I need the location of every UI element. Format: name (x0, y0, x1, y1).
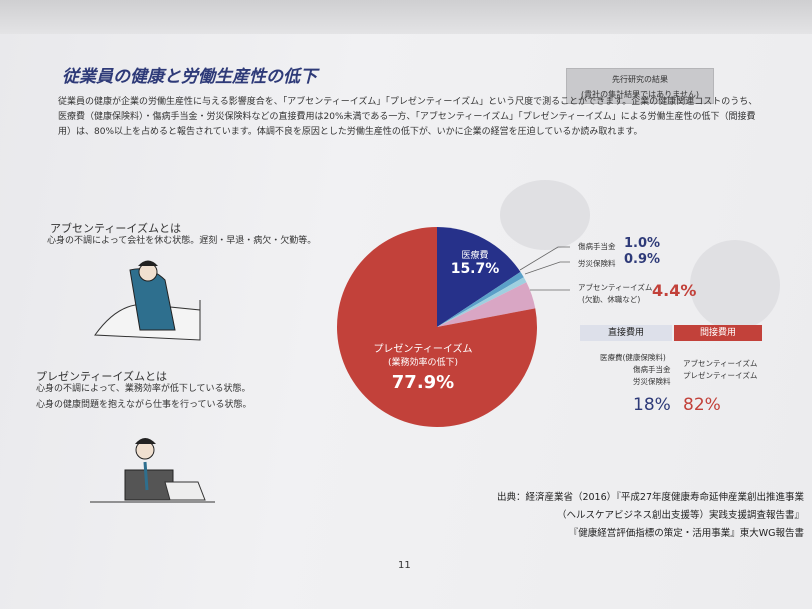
presenteeism-desc: 心身の健康問題を抱えながら仕事を行っている状態。 (36, 400, 252, 410)
legend-value: 0.9% (624, 252, 661, 267)
citation: 出典：経済産業省（2016）『平成27年度健康寿命延伸産業創出推進事業 （ヘルスケ… (496, 492, 804, 539)
pie-chart (337, 227, 537, 427)
absenteeism-heading: アブセンティーイズムとは (50, 222, 182, 235)
direct-item: 労災保険料 (633, 377, 671, 386)
legend-sublabel: (欠勤、休職など) (582, 295, 641, 304)
page-title: 従業員の健康と労働生産性の低下 (62, 67, 317, 87)
note-line: 先行研究の結果 (612, 75, 668, 84)
sick-in-bed-illustration (94, 260, 201, 341)
indirect-item: アブセンティーイズム (683, 359, 758, 368)
absenteeism-desc: 心身の不調によって会社を休む状態。遅刻・早退・病欠・欠勤等。 (47, 236, 317, 246)
note-line: (貴社の集計結果ではありません) (580, 90, 699, 99)
previous-page-edge (0, 0, 812, 38)
indirect-percent: 82% (683, 395, 721, 415)
pie-slice (437, 277, 527, 327)
pie-slice (437, 282, 536, 327)
page-number: 11 (398, 560, 411, 571)
presenteeism-desc: 心身の不調によって、業務効率が低下している状態。 (36, 384, 251, 394)
pie-slice (437, 227, 521, 327)
pie-slice (437, 271, 524, 327)
direct-item: 傷病手当金 (633, 365, 671, 374)
legend-label: アブセンティーイズム (578, 283, 653, 292)
presenteeism-illustration (90, 438, 215, 503)
presenteeism-heading: プレゼンティーイズムとは (36, 370, 168, 383)
direct-cost-header: 直接費用 (580, 325, 672, 341)
leader-lines (519, 246, 570, 291)
direct-item: 医療費(健康保険料) (600, 353, 666, 362)
slice-label-presenteeism: プレゼンティーイズム (業務効率の低下) 77.9% (373, 344, 473, 393)
legend-value: 1.0% (624, 236, 661, 251)
legend-label: 傷病手当金 (578, 242, 616, 251)
bleed-through (690, 240, 780, 330)
legend-label: 労災保険料 (578, 259, 616, 268)
pie-slice (337, 227, 537, 427)
note-box: 先行研究の結果 (貴社の集計結果ではありません) (566, 68, 714, 104)
slice-label-medical: 医療費 15.7% (450, 251, 500, 277)
direct-percent: 18% (633, 395, 671, 415)
indirect-item: プレゼンティーイズム (683, 371, 758, 380)
indirect-cost-header: 間接費用 (674, 325, 762, 341)
bleed-through (500, 180, 590, 250)
legend-value: 4.4% (652, 281, 697, 300)
intro-paragraph: 従業員の健康が企業の労働生産性に与える影響度合を、「アブセンティーイズム」「プレ… (58, 97, 758, 137)
